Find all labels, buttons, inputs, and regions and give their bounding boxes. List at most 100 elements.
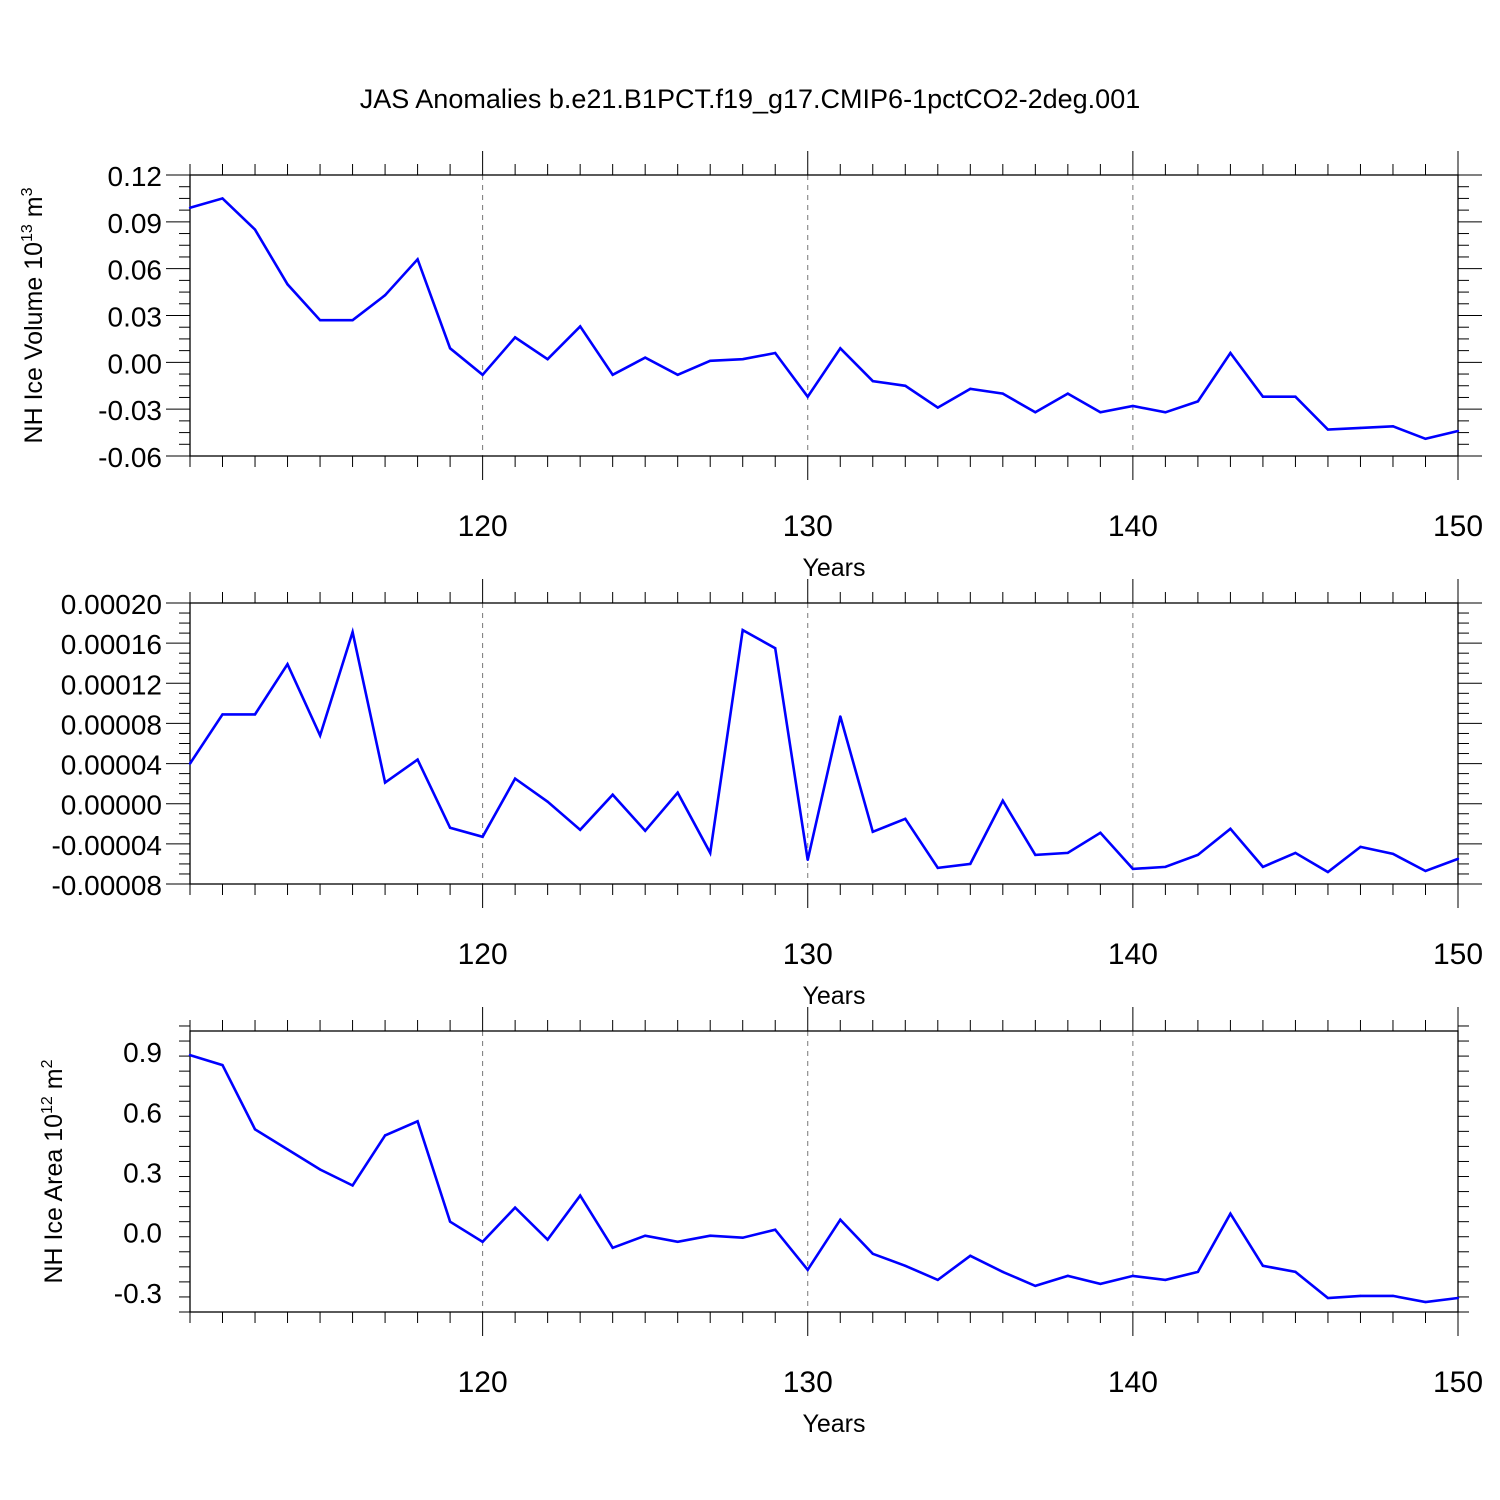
data-point: [774, 351, 777, 355]
y-tick-label: 0.9: [123, 1037, 162, 1068]
data-point: [513, 336, 517, 339]
y-tick-label: -0.06: [98, 442, 162, 473]
data-point: [448, 1220, 452, 1223]
data-point: [1391, 852, 1395, 856]
data-point: [1099, 411, 1102, 414]
data-point: [611, 793, 614, 796]
data-point: [611, 373, 614, 377]
x-tick-label: 140: [1108, 510, 1158, 543]
data-point: [839, 715, 842, 718]
data-point: [448, 826, 452, 829]
y-tick-label: -0.00004: [51, 830, 162, 861]
data-point: [1196, 400, 1200, 403]
data-point: [253, 1128, 257, 1131]
data-point: [1164, 411, 1167, 414]
data-point: [1131, 404, 1135, 408]
data-point: [188, 206, 192, 209]
data-point: [286, 1148, 289, 1151]
x-tick-label: 130: [783, 938, 833, 971]
data-point: [318, 734, 322, 737]
data-point: [1099, 831, 1102, 835]
data-point: [871, 379, 874, 383]
series-line: [189, 196, 1459, 441]
y-tick-label: -0.3: [114, 1278, 162, 1309]
middle-panel: 120 130 140 150 Years 0.00020 0.00016 0.00012 0.…: [51, 579, 1483, 1010]
data-point: [1196, 853, 1200, 857]
data-point: [839, 1218, 842, 1221]
x-tick-label: 150: [1433, 1366, 1483, 1399]
data-point: [1424, 437, 1427, 441]
data-point: [1034, 411, 1037, 414]
x-tick-label: 120: [458, 510, 508, 543]
x-tick-label: 150: [1433, 510, 1483, 543]
data-point: [936, 1278, 939, 1282]
data-point: [1456, 429, 1460, 433]
data-point: [1359, 845, 1362, 849]
data-point: [416, 1120, 419, 1123]
data-point: [969, 387, 972, 391]
x-tick-label: 130: [783, 510, 833, 543]
data-point: [578, 828, 582, 832]
data-point: [643, 356, 647, 359]
data-point: [351, 630, 354, 634]
plot-frame: [189, 1030, 1459, 1313]
data-point: [1261, 395, 1265, 398]
data-point: [188, 762, 192, 765]
ice-area-panel: 120 130 140 150 Years 0.9 0.6 0.3 0.0 -0.3 NH Ice …: [39, 1007, 1483, 1438]
data-point: [806, 395, 809, 398]
data-point: [643, 1234, 647, 1237]
y-tick-label: 0.6: [123, 1097, 162, 1128]
data-point: [221, 197, 224, 200]
data-point: [481, 373, 484, 377]
data-point: [1424, 869, 1427, 873]
y-tick-label: 0.12: [108, 161, 163, 192]
data-point: [286, 663, 289, 666]
data-point: [1359, 426, 1362, 430]
data-point: [1066, 851, 1070, 855]
data-point: [643, 829, 647, 833]
data-point: [221, 1063, 224, 1067]
data-point: [221, 713, 224, 716]
data-point: [188, 1053, 192, 1057]
data-point: [1294, 395, 1297, 398]
data-point: [1261, 865, 1265, 869]
series-line: [189, 1053, 1459, 1304]
data-point: [318, 318, 322, 322]
data-point: [253, 228, 257, 231]
data-point: [578, 325, 582, 328]
y-tick-label: 0.00004: [61, 750, 162, 781]
data-point: [1326, 870, 1330, 874]
y-axis-label: NH Ice Volume 1013 m3: [19, 187, 48, 443]
x-axis-label: Years: [802, 554, 865, 582]
data-point: [481, 835, 484, 839]
data-point: [286, 283, 289, 286]
plot-frame: [189, 174, 1459, 457]
y-tick-label: -0.03: [98, 395, 162, 426]
data-point: [416, 758, 419, 761]
data-point: [774, 1228, 777, 1231]
data-point: [871, 1252, 874, 1255]
data-point: [1164, 1278, 1167, 1282]
data-point: [709, 851, 712, 855]
y-tick-label: 0.00016: [61, 629, 162, 660]
data-point: [1229, 827, 1232, 831]
data-point: [481, 1240, 484, 1243]
data-point: [546, 800, 549, 803]
series-line: [188, 627, 1459, 874]
data-point: [351, 318, 354, 322]
data-point: [871, 830, 874, 834]
y-tick-label: 0.03: [108, 302, 163, 333]
ice-volume-panel: 120 130 140 150 Years 0.12 0.09 0.06 0.03 0.00 -0.…: [19, 151, 1483, 582]
data-point: [1034, 1284, 1037, 1288]
data-point: [741, 628, 744, 632]
data-point: [676, 791, 679, 794]
data-point: [1099, 1282, 1102, 1286]
data-point: [741, 358, 744, 361]
data-point: [513, 777, 517, 780]
data-point: [1326, 1296, 1330, 1300]
data-point: [1294, 851, 1297, 855]
data-point: [1229, 351, 1232, 355]
data-point: [1294, 1270, 1297, 1274]
data-point: [1001, 799, 1005, 802]
data-point: [806, 1268, 809, 1272]
